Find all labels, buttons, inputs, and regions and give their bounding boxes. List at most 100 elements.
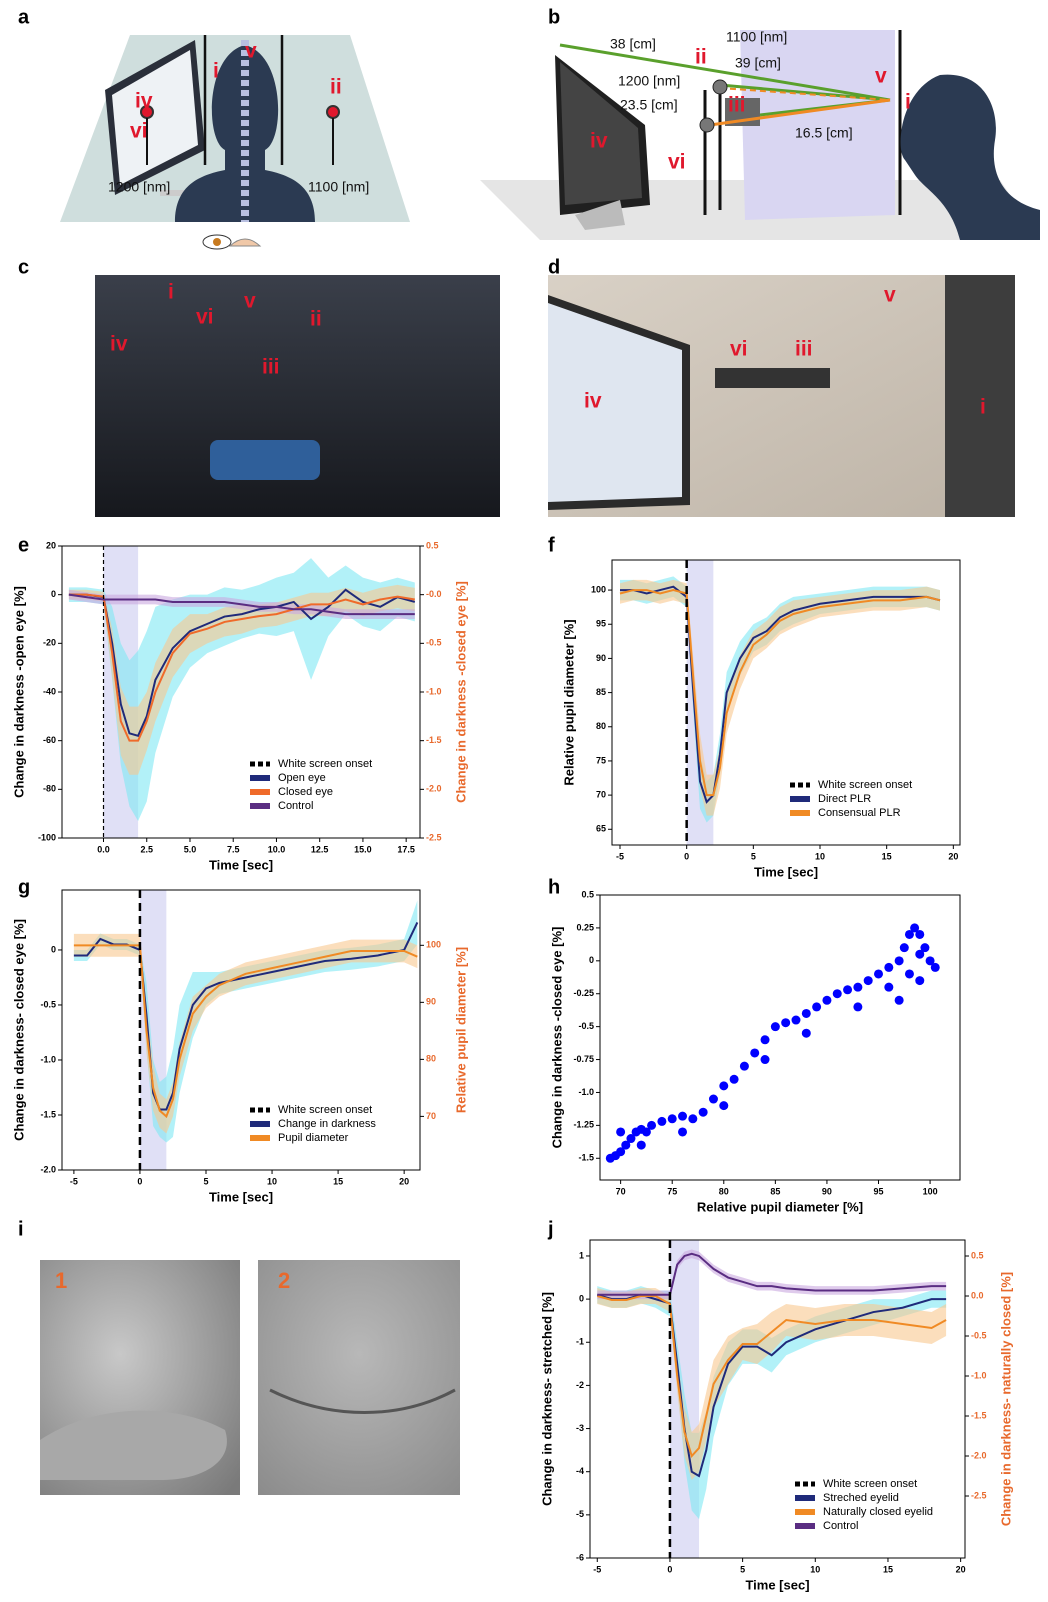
- x-tick-label: 5: [740, 1564, 745, 1574]
- legend-swatch: [250, 803, 270, 809]
- x-tick-label: 5.0: [184, 844, 197, 854]
- legend-label: Naturally closed eyelid: [823, 1506, 933, 1518]
- y-tick-label: 0.25: [576, 922, 594, 932]
- y-axis-label: Change in darkness- closed eye [%]: [11, 919, 26, 1141]
- y-tick-label: 95: [596, 619, 606, 629]
- y-tick-label: -2.0: [40, 1164, 56, 1174]
- eyelid: [269, 1388, 456, 1414]
- point: [739, 1061, 749, 1071]
- legend-label: Control: [823, 1520, 858, 1532]
- x-tick-label: 0: [684, 851, 689, 861]
- legend-swatch: [250, 789, 270, 795]
- finger: [40, 1410, 227, 1480]
- label: 38 [cm]: [610, 36, 656, 52]
- screen: [112, 50, 198, 185]
- point: [708, 1094, 718, 1104]
- y-tick-label: -0.5: [40, 999, 56, 1009]
- point: [874, 969, 884, 979]
- label: vi: [730, 338, 748, 361]
- diagram-a: [60, 35, 410, 250]
- panel-letter: g: [18, 876, 30, 898]
- y2-tick-label: 100: [426, 940, 441, 950]
- point: [930, 962, 940, 972]
- x-tick-label: 5: [203, 1176, 208, 1186]
- x-tick-label: 0: [137, 1176, 142, 1186]
- point: [781, 1018, 791, 1028]
- y-axis-label: Relative pupil diameter [%]: [561, 619, 576, 785]
- photo-headrest: [945, 275, 1015, 517]
- y-tick-label: -80: [43, 784, 56, 794]
- point: [616, 1147, 626, 1157]
- point: [899, 943, 909, 953]
- label: i: [980, 396, 986, 419]
- y-tick-label: -100: [38, 832, 56, 842]
- point: [678, 1111, 688, 1121]
- label: v: [884, 284, 896, 307]
- legend-swatch: [790, 810, 810, 816]
- panel-letter: c: [18, 256, 29, 278]
- y-tick-label: -3: [576, 1423, 584, 1433]
- frame: [61, 889, 421, 1171]
- stand: [160, 190, 190, 196]
- legend-label: Control: [278, 800, 313, 812]
- y2-tick-label: -0.5: [426, 638, 442, 648]
- panel-letter: e: [18, 534, 29, 556]
- point: [915, 949, 925, 959]
- x-tick-label: 10: [810, 1564, 820, 1574]
- y-tick-label: 70: [596, 789, 606, 799]
- x-axis-label: Time [sec]: [209, 1189, 273, 1204]
- x-tick-label: 90: [822, 1186, 832, 1196]
- plot-area: [73, 890, 419, 1170]
- y2-tick-label: -1.0: [971, 1370, 987, 1380]
- frame: [599, 894, 961, 1181]
- pupil: [213, 238, 221, 246]
- y-axis-label: Change in darkness -open eye [%]: [11, 586, 26, 798]
- point: [647, 1120, 657, 1130]
- sensor: [699, 117, 715, 133]
- arrow: [709, 98, 891, 127]
- label: vi: [668, 151, 686, 174]
- label: 2: [278, 1268, 290, 1293]
- y-tick-label: 0: [51, 589, 56, 599]
- y-tick-label: 85: [596, 687, 606, 697]
- series-line: [68, 588, 416, 737]
- x-axis-label: Relative pupil diameter [%]: [697, 1199, 863, 1214]
- label: 1200 [nm]: [618, 73, 680, 89]
- point: [843, 985, 853, 995]
- point: [894, 956, 904, 966]
- x-tick-label: 5: [751, 851, 756, 861]
- panel-letter: h: [548, 876, 560, 898]
- x-tick-label: 20: [948, 851, 958, 861]
- label: iv: [584, 390, 602, 413]
- y-tick-label: -20: [43, 638, 56, 648]
- eye-closed: [228, 238, 262, 247]
- point: [636, 1140, 646, 1150]
- point: [812, 1002, 822, 1012]
- legend-label: Streched eyelid: [823, 1492, 899, 1504]
- y-tick-label: -0.25: [573, 988, 594, 998]
- x-tick-label: 15.0: [354, 844, 372, 854]
- x-axis-label: Time [sec]: [209, 857, 273, 872]
- x-tick-label: 15: [882, 851, 892, 861]
- label: iii: [795, 338, 813, 361]
- label: i: [168, 281, 174, 304]
- point: [729, 1074, 739, 1084]
- lavender-panel: [740, 30, 895, 220]
- y2-tick-label: -1.0: [426, 686, 442, 696]
- x-tick-label: 95: [874, 1186, 884, 1196]
- point: [770, 1022, 780, 1032]
- point: [910, 923, 920, 933]
- photo-camera: [715, 368, 830, 388]
- x-tick-label: 2.5: [140, 844, 153, 854]
- series-line: [73, 944, 418, 1119]
- y2-tick-label: 90: [426, 997, 436, 1007]
- y-tick-label: -1.5: [40, 1109, 56, 1119]
- y-tick-label: -1.0: [578, 1087, 594, 1097]
- point: [719, 1101, 729, 1111]
- y-tick-label: 0.5: [581, 889, 594, 899]
- panel-letter: b: [548, 6, 560, 28]
- y2-tick-label: -1.5: [426, 735, 442, 745]
- y-tick-label: 0: [579, 1293, 584, 1303]
- label: ii: [330, 76, 342, 99]
- y-tick-label: -1.0: [40, 1054, 56, 1064]
